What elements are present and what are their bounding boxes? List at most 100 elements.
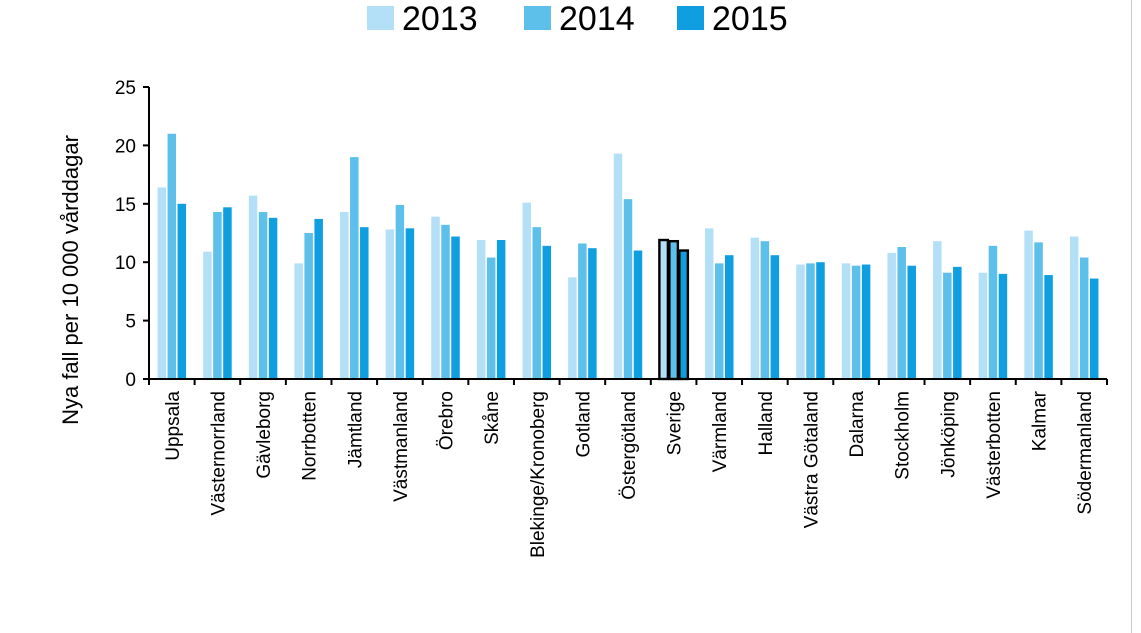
bar-2013-stockholm [887, 252, 896, 379]
x-tick-label: Västmanland [391, 391, 412, 502]
bar-2014-västra-götaland [806, 263, 815, 379]
bar-2013-västernorrland [203, 251, 212, 379]
legend: 2013 2014 2015 [367, 0, 788, 38]
bar-2015-gotland [588, 248, 597, 379]
x-tick-label: Skåne [482, 391, 503, 445]
x-tick-label: Dalarna [847, 391, 868, 458]
bar-2015-örebro [451, 236, 460, 379]
bar-2014-gävleborg [258, 211, 268, 379]
legend-label-2015: 2015 [712, 0, 788, 38]
bar-2014-kalmar [1034, 242, 1043, 379]
legend-swatch-2014 [524, 6, 551, 30]
bar-2014-blekinge-kronoberg [532, 227, 542, 379]
x-tick-label: Värmland [710, 391, 731, 472]
bar-2014-värmland [714, 263, 724, 379]
bar-2014-västmanland [395, 204, 405, 379]
x-tick-label: Gotland [573, 391, 594, 458]
bar-2013-skåne [476, 240, 486, 379]
x-tick-label: Västerbotten [984, 391, 1005, 499]
bar-2014-västerbotten [988, 245, 998, 379]
bar-2015-västra-götaland [816, 262, 825, 379]
bar-2014-uppsala [167, 133, 177, 379]
bar-2015-södermanland [1089, 278, 1099, 379]
window-edge [1131, 0, 1132, 633]
bar-2014-skåne [486, 257, 496, 379]
y-tick-label: 25 [115, 78, 136, 99]
y-tick-label: 5 [125, 312, 136, 333]
bar-2014-sverige [668, 239, 680, 381]
x-tick-label: Stockholm [893, 391, 914, 480]
bar-2014-östergötland [623, 199, 633, 379]
legend-label-2014: 2014 [559, 0, 635, 38]
x-tick-label: Halland [756, 391, 777, 455]
bar-2014-västernorrland [213, 211, 222, 379]
y-tick-label: 20 [115, 136, 136, 157]
x-tick-label: Uppsala [163, 391, 184, 461]
bar-2014-jämtland [350, 157, 359, 379]
y-tick-label: 10 [115, 253, 136, 274]
bar-2013-kalmar [1024, 230, 1033, 379]
bar-2013-örebro [431, 216, 440, 379]
bar-2013-södermanland [1069, 236, 1079, 379]
bar-2013-värmland [704, 228, 714, 379]
bar-2013-västerbotten [978, 272, 988, 379]
bar-2013-östergötland [613, 153, 623, 379]
bar-2013-norrbotten [294, 263, 303, 379]
bar-2013-västra-götaland [796, 264, 805, 379]
bar-2015-västerbotten [998, 273, 1008, 379]
bar-2015-norrbotten [314, 218, 323, 379]
bar-2013-jönköping [933, 241, 942, 379]
legend-label-2013: 2013 [402, 0, 478, 38]
bar-2014-södermanland [1079, 257, 1089, 379]
x-tick-label: Kalmar [1030, 390, 1051, 451]
bar-2015-värmland [724, 255, 734, 379]
bar-2014-norrbotten [304, 233, 313, 379]
y-tick-label: 0 [125, 370, 136, 391]
bar-2014-gotland [578, 243, 587, 379]
bar-2013-gotland [568, 277, 577, 379]
x-tick-label: Norrbotten [300, 391, 321, 481]
bar-2015-västmanland [405, 228, 415, 379]
x-tick-label: Gävleborg [254, 391, 275, 479]
legend-swatch-2013 [367, 6, 394, 30]
bars-group [157, 133, 1099, 381]
bar-2013-blekinge-kronoberg [522, 202, 532, 379]
bar-2014-örebro [441, 224, 450, 379]
x-tick-label: Sverige [665, 391, 686, 455]
bar-2014-stockholm [897, 247, 906, 379]
bar-2015-uppsala [177, 203, 187, 379]
bar-2015-jämtland [360, 227, 369, 379]
bar-2014-dalarna [851, 265, 861, 379]
x-tick-label: Jämtland [345, 391, 366, 468]
bar-2014-jönköping [943, 272, 952, 379]
bar-2015-västernorrland [223, 207, 232, 379]
bar-2013-halland [750, 237, 760, 379]
bar-2013-uppsala [157, 187, 167, 379]
bar-2015-stockholm [907, 265, 916, 379]
x-tick-label: Västra Götaland [801, 391, 822, 528]
bar-2015-halland [770, 255, 780, 379]
x-tick-label: Västernorrland [208, 391, 229, 516]
bar-2013-gävleborg [248, 195, 258, 379]
x-tick-label: Blekinge/Kronoberg [528, 391, 549, 558]
x-tick-label: Örebro [437, 391, 458, 450]
bar-2015-skåne [496, 240, 506, 379]
bar-2015-sverige [678, 249, 690, 381]
axes-group: 0 5 10 15 20 25 Uppsala Västernorrland Gävleborg… [115, 78, 1108, 558]
x-tick-label: Södermanland [1075, 391, 1096, 515]
y-tick-label: 15 [115, 195, 136, 216]
bar-2015-dalarna [861, 264, 871, 379]
bar-2013-västmanland [385, 229, 395, 379]
bar-2013-dalarna [841, 263, 851, 379]
legend-swatch-2015 [677, 6, 704, 30]
bar-2014-halland [760, 241, 770, 379]
bar-2015-gävleborg [268, 217, 278, 379]
bar-2013-jämtland [340, 211, 349, 379]
bar-2013-sverige [658, 238, 670, 381]
x-tick-label: Jönköping [938, 391, 959, 478]
x-tick-label: Östergötland [619, 391, 640, 500]
bar-2015-blekinge-kronoberg [542, 245, 552, 379]
bar-2015-kalmar [1044, 275, 1053, 379]
bar-2015-jönköping [953, 266, 962, 379]
